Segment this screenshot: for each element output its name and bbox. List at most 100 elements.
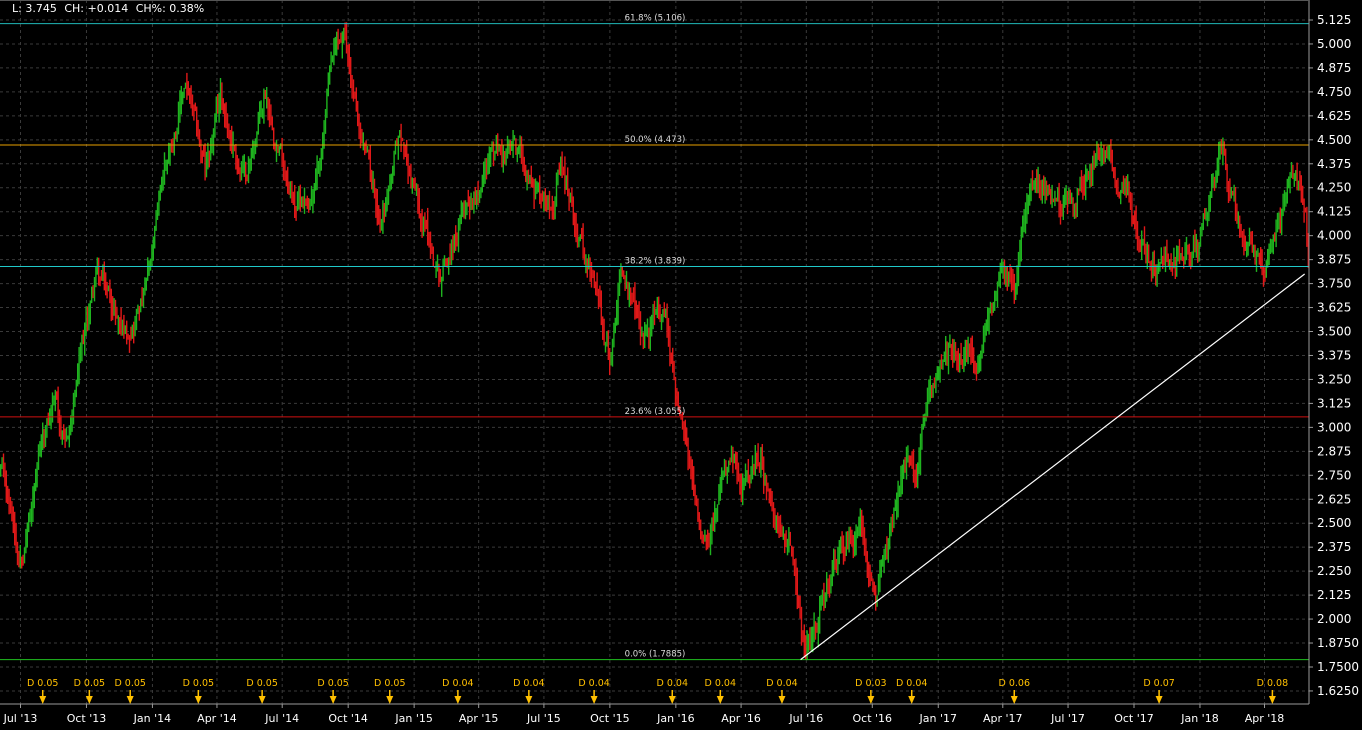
price-bar bbox=[512, 130, 514, 158]
y-tick-label: 4.875 bbox=[1317, 61, 1351, 75]
price-bar bbox=[1047, 185, 1049, 197]
price-bar bbox=[865, 538, 867, 563]
price-bar bbox=[1282, 193, 1284, 217]
price-bar bbox=[1254, 244, 1256, 265]
price-bar bbox=[838, 540, 840, 565]
price-bar bbox=[183, 87, 185, 99]
price-bar bbox=[739, 473, 741, 495]
price-bar bbox=[756, 452, 758, 470]
price-bar bbox=[582, 223, 584, 259]
price-bar bbox=[831, 560, 833, 587]
price-bar bbox=[263, 88, 265, 124]
price-bar bbox=[921, 424, 923, 450]
price-bar bbox=[474, 187, 476, 205]
price-bar bbox=[1064, 188, 1066, 208]
price-bar bbox=[84, 322, 86, 356]
price-bar bbox=[1131, 192, 1133, 227]
price-bar bbox=[452, 235, 454, 261]
price-bar bbox=[631, 292, 633, 305]
price-bar bbox=[537, 182, 539, 193]
price-bar bbox=[854, 531, 856, 557]
price-bar bbox=[414, 177, 416, 191]
price-bar bbox=[317, 161, 320, 174]
price-bar bbox=[1003, 259, 1006, 285]
price-bar bbox=[924, 413, 926, 427]
price-bar bbox=[1058, 182, 1060, 218]
price-bar bbox=[107, 285, 110, 292]
price-bar bbox=[919, 433, 922, 476]
price-bar bbox=[133, 321, 135, 344]
price-bar bbox=[439, 268, 441, 283]
price-bar bbox=[51, 392, 54, 423]
price-bar bbox=[142, 287, 145, 308]
price-bar bbox=[593, 270, 595, 289]
price-bar bbox=[445, 258, 447, 266]
price-bar bbox=[966, 339, 968, 363]
price-bar bbox=[309, 198, 311, 211]
price-bar bbox=[19, 545, 21, 569]
price-bar bbox=[327, 72, 329, 97]
price-bar bbox=[1057, 187, 1059, 202]
price-bar bbox=[596, 272, 598, 297]
dividend-arrow-icon bbox=[778, 696, 786, 704]
price-bar bbox=[315, 168, 317, 191]
price-bar bbox=[382, 200, 384, 234]
price-bar bbox=[91, 286, 93, 304]
y-tick-label: 3.375 bbox=[1317, 348, 1351, 362]
price-bar bbox=[418, 188, 420, 219]
price-bar bbox=[109, 279, 111, 304]
price-bar bbox=[200, 139, 202, 164]
price-bar bbox=[15, 522, 17, 554]
price-bar bbox=[98, 257, 100, 286]
price-bar bbox=[207, 142, 209, 170]
price-bar bbox=[322, 132, 324, 160]
price-bar bbox=[968, 343, 971, 357]
price-bar bbox=[737, 462, 740, 482]
price-bar bbox=[219, 78, 222, 114]
price-bar bbox=[513, 135, 516, 141]
price-bar bbox=[427, 207, 429, 246]
price-bar bbox=[893, 507, 895, 529]
price-bar bbox=[441, 276, 443, 297]
price-bar bbox=[383, 202, 385, 223]
price-bar bbox=[887, 538, 889, 563]
price-bar bbox=[996, 281, 999, 308]
price-bar bbox=[1139, 239, 1141, 253]
price-bar bbox=[1027, 194, 1029, 215]
price-bar bbox=[952, 338, 954, 368]
price-bar bbox=[1220, 139, 1223, 155]
price-bar bbox=[336, 31, 338, 56]
price-bar bbox=[228, 123, 230, 139]
price-bar bbox=[840, 536, 842, 554]
price-bar bbox=[744, 463, 747, 486]
price-bar bbox=[1103, 145, 1105, 164]
price-bar bbox=[659, 304, 661, 323]
price-bar bbox=[662, 309, 664, 323]
price-bar bbox=[761, 444, 763, 470]
price-bar bbox=[1289, 172, 1291, 194]
price-bar bbox=[716, 504, 719, 522]
price-bar bbox=[170, 139, 173, 153]
price-bar bbox=[694, 484, 696, 506]
price-bar bbox=[1183, 256, 1185, 269]
price-bar bbox=[590, 262, 593, 288]
price-bar bbox=[5, 470, 7, 503]
price-bar bbox=[257, 111, 259, 135]
trend-line[interactable] bbox=[800, 273, 1306, 661]
price-bar bbox=[152, 236, 154, 261]
price-bar bbox=[658, 296, 660, 320]
price-bar bbox=[544, 188, 546, 212]
price-bar bbox=[134, 315, 136, 337]
price-bar bbox=[194, 102, 196, 112]
price-bar bbox=[1236, 203, 1238, 224]
price-bar bbox=[112, 296, 114, 321]
y-tick-label: 2.750 bbox=[1317, 468, 1351, 482]
price-bar bbox=[985, 319, 987, 336]
price-bar bbox=[180, 85, 182, 115]
price-bar bbox=[1244, 235, 1246, 251]
price-bar bbox=[306, 195, 308, 210]
dividend-arrow-icon bbox=[194, 696, 202, 704]
price-bar bbox=[971, 335, 973, 363]
price-bar bbox=[799, 595, 801, 619]
